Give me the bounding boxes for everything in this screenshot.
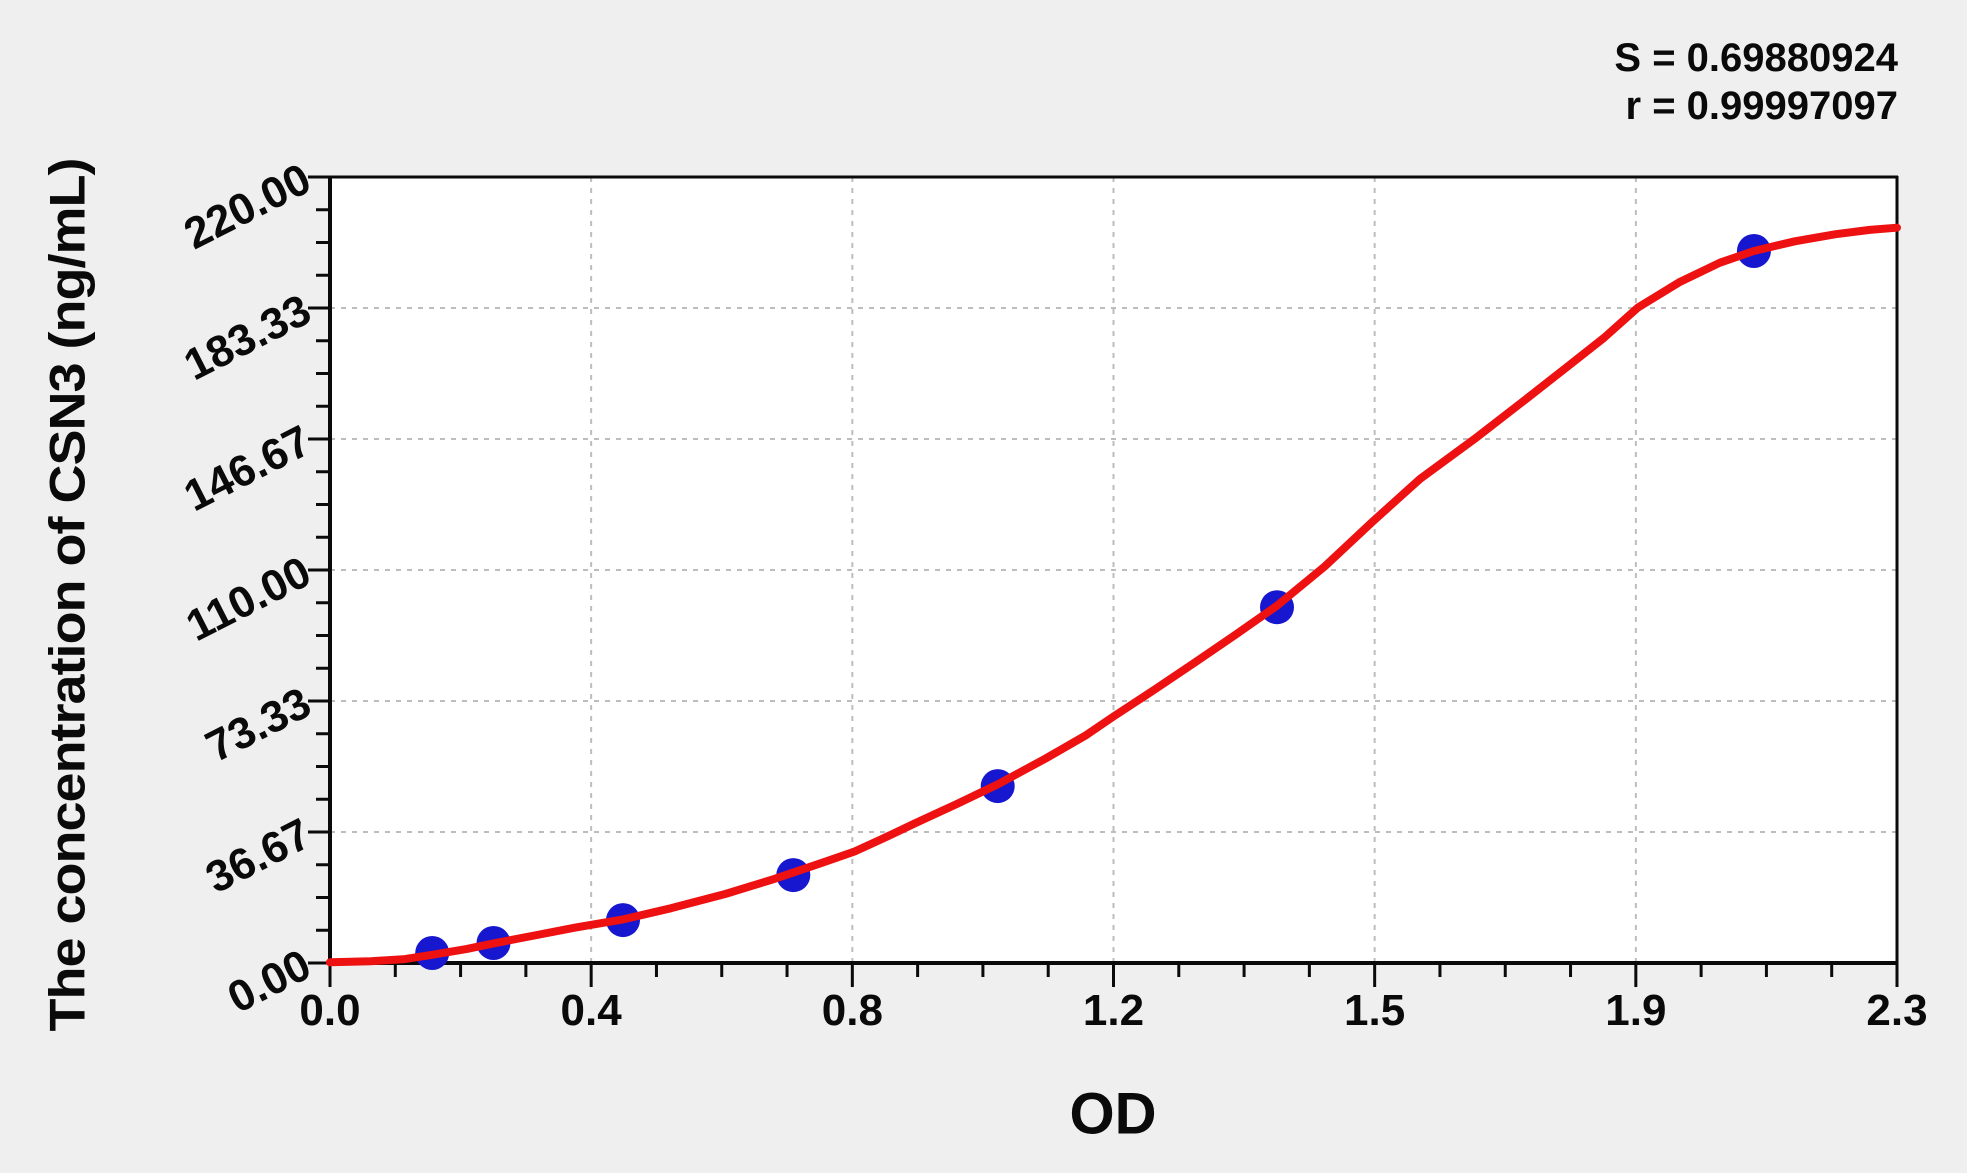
x-tick-label: 1.2 (1083, 986, 1144, 1035)
fit-stats: S = 0.69880924 r = 0.99997097 (1614, 34, 1898, 130)
y-tick-label: 146.67 (176, 416, 318, 521)
y-tick-label: 73.33 (198, 678, 318, 772)
stat-r-value: r = 0.99997097 (1625, 84, 1898, 128)
x-axis-title: OD (1069, 1081, 1157, 1147)
x-tick-label: 0.4 (561, 986, 623, 1035)
stat-s-value: S = 0.69880924 (1614, 36, 1898, 80)
x-tick-label: 0.8 (822, 986, 883, 1035)
y-tick-label: 36.67 (198, 809, 318, 903)
x-tick-label: 1.9 (1605, 986, 1666, 1035)
y-tick-label: 110.00 (179, 547, 319, 651)
fitted-curve (326, 223, 1901, 967)
y-tick-label: 220.00 (176, 154, 318, 259)
x-tick-label: 1.5 (1344, 986, 1405, 1035)
x-tick-label: 2.3 (1866, 986, 1927, 1035)
y-tick-label: 183.33 (176, 285, 318, 390)
x-tick-label: 0.0 (299, 986, 360, 1035)
